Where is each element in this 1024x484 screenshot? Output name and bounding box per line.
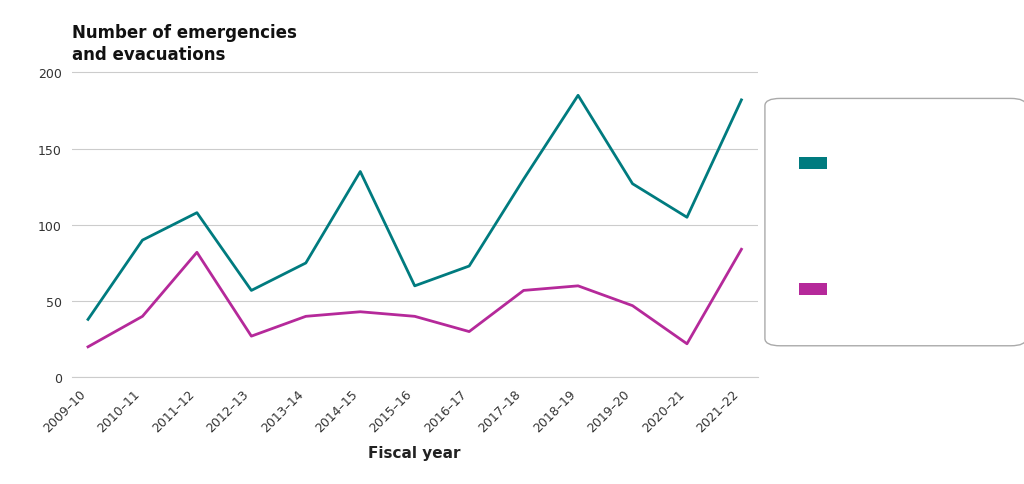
Text: Emergencies: Emergencies	[842, 146, 951, 161]
Text: Evacuations: Evacuations	[842, 272, 945, 287]
Text: Number of emergencies
and evacuations: Number of emergencies and evacuations	[72, 24, 297, 64]
X-axis label: Fiscal year: Fiscal year	[369, 445, 461, 460]
Text: Total: 584: Total: 584	[842, 311, 909, 325]
Text: Total: 1,352: Total: 1,352	[842, 185, 923, 199]
